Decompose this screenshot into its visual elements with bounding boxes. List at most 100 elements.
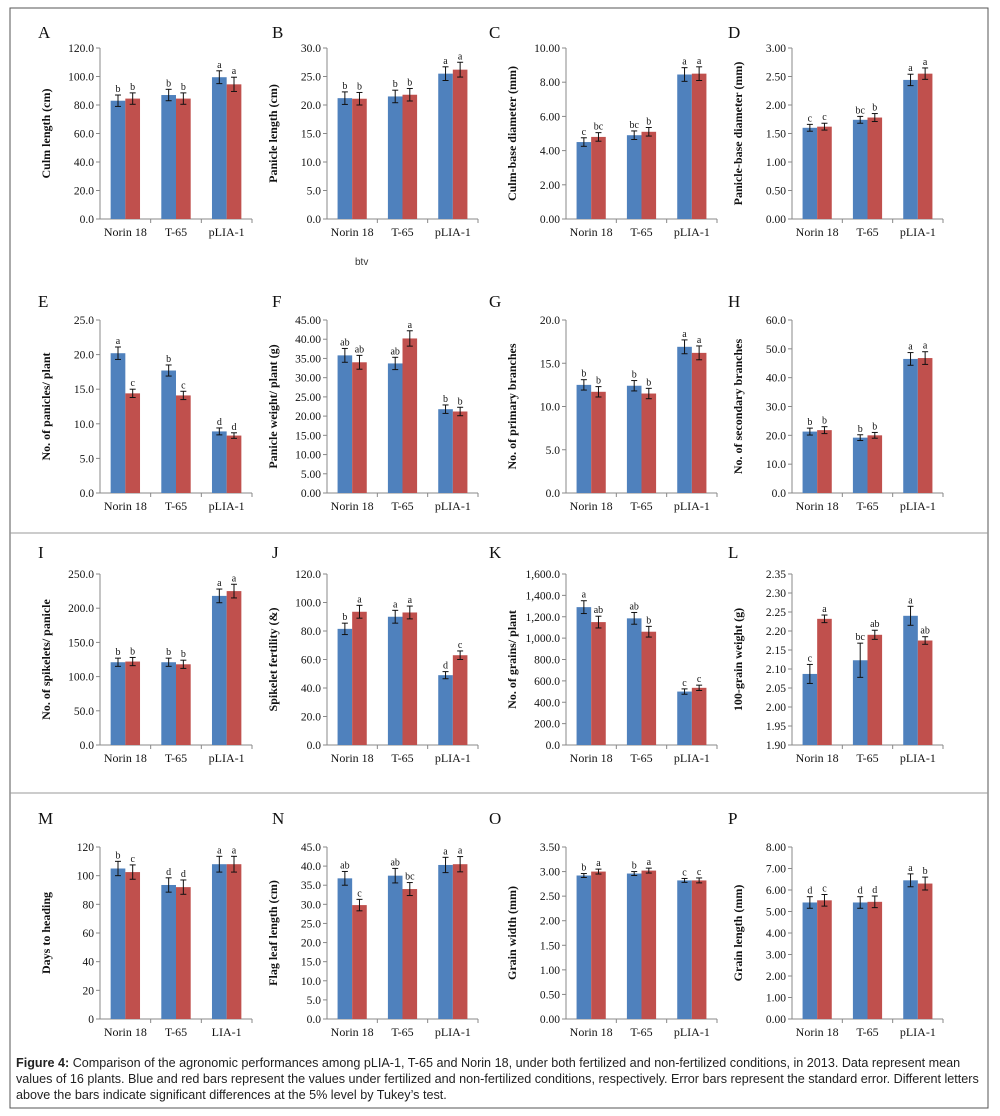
significance-letter: c [130,378,135,389]
x-tick-label: Norin 18 [796,499,839,513]
y-tick-label: 2.00 [540,180,560,192]
y-tick-label: 0.0 [80,488,95,500]
bar-fertilized [211,431,227,493]
y-tick-label: 0.0 [307,1014,322,1026]
y-tick-label: 3.00 [766,950,786,962]
y-axis-title: 100-grain weight (g) [731,608,745,711]
bar-non-fertilized [452,411,468,493]
y-tick-label: 60.0 [74,129,94,141]
chart-panel-c: C 0.00 2.00 4.00 6.00 8.00 10.00 Culm-base diam… [489,23,718,239]
x-tick-label: Norin 18 [796,1025,839,1039]
bar-non-fertilized [817,900,832,1019]
significance-letter: ab [390,346,399,357]
x-tick-label: Norin 18 [570,1025,613,1039]
significance-letter: c [582,127,587,138]
y-tick-label: 20.0 [301,712,321,724]
x-tick-label: T-65 [630,751,652,765]
y-tick-label: 150.0 [68,637,94,649]
significance-letter: d [217,417,222,428]
panels-group: A 0.0 20.0 40.0 60.0 80.0 100.0 120.0 Culm lengt… [38,23,944,1039]
x-tick-label: T-65 [856,499,878,513]
significance-letter: ab [355,344,364,355]
significance-letter: d [807,886,812,897]
significance-letter: b [342,612,347,623]
x-tick-label: T-65 [391,751,413,765]
significance-letter: c [822,884,827,895]
bar-non-fertilized [641,131,657,219]
y-tick-label: 0.00 [540,214,560,226]
bar-fertilized [802,431,818,493]
y-tick-label: 1.00 [766,993,786,1005]
y-tick-label: 15.0 [301,957,321,969]
y-tick-label: 7.00 [766,864,786,876]
bar-non-fertilized [591,136,606,219]
significance-letter: c [808,653,813,664]
significance-letter: b [130,82,135,93]
y-tick-label: 30.0 [766,402,786,414]
y-axis-title: Culm-base diameter (mm) [505,66,519,201]
significance-letter: c [357,888,362,899]
bar-non-fertilized [125,393,141,493]
panel-letter: N [272,809,284,828]
significance-letter: a [458,51,463,62]
chart-panel-o: O 0.00 0.50 1.00 1.50 2.00 2.50 3.00 3.50 Grain w… [489,809,718,1039]
significance-letter: a [596,858,601,869]
significance-letter: b [130,646,135,657]
bar-fertilized [576,384,592,493]
x-tick-label: pLIA-1 [209,225,245,239]
significance-letter: a [116,336,121,347]
significance-letter: c [822,112,827,123]
bar-fertilized [852,437,868,493]
x-tick-label: T-65 [856,1025,878,1039]
x-tick-label: Norin 18 [331,1025,374,1039]
panel-letter: I [38,543,44,562]
significance-letter: d [872,885,877,896]
significance-letter: a [582,590,587,601]
y-tick-label: 40.0 [74,157,94,169]
chart-panel-i: I 0.0 50.0 100.0 150.0 200.0 250.0 No. of spike… [38,543,253,765]
significance-letter: b [115,850,120,861]
significance-letter: b [166,354,171,365]
panel-letter: O [489,809,501,828]
significance-letter: b [357,81,362,92]
y-tick-label: 2.25 [766,607,786,619]
y-tick-label: 4.00 [540,146,560,158]
bar-fertilized [852,902,868,1019]
y-axis-title: No. of secondary branches [731,339,745,475]
significance-letter: c [682,867,687,878]
x-tick-label: Norin 18 [570,225,613,239]
significance-letter: d [858,886,863,897]
bar-non-fertilized [641,870,657,1019]
y-axis-title: Culm length (cm) [39,89,53,179]
y-tick-label: 400.0 [534,697,560,709]
bar-fertilized [677,691,692,745]
bar-fertilized [438,73,453,220]
y-tick-label: 0.50 [540,989,560,1001]
significance-letter: a [357,594,362,605]
bar-fertilized [903,880,918,1019]
bar-non-fertilized [176,664,191,745]
significance-letter: ab [920,626,929,637]
significance-letter: c [181,380,186,391]
bar-fertilized [337,628,353,745]
y-tick-label: 2.20 [766,626,786,638]
significance-letter: a [408,595,413,606]
panel-letter: G [489,292,501,311]
y-tick-label: 15.0 [540,358,560,370]
y-tick-label: 40.0 [766,373,786,385]
significance-letter: d [166,867,171,878]
significance-letter: b [646,615,651,626]
bar-fertilized [161,370,176,493]
bar-fertilized [626,618,642,745]
y-tick-label: 1,000.0 [526,633,561,645]
bar-non-fertilized [226,591,242,745]
y-tick-label: 2.50 [766,72,786,84]
significance-letter: b [596,376,601,387]
bar-non-fertilized [591,391,606,493]
bar-fertilized [903,358,918,493]
significance-letter: ab [340,337,349,348]
significance-letter: b [923,866,928,877]
bar-fertilized [337,98,353,219]
y-tick-label: 25.00 [295,392,321,404]
bar-non-fertilized [867,634,883,745]
